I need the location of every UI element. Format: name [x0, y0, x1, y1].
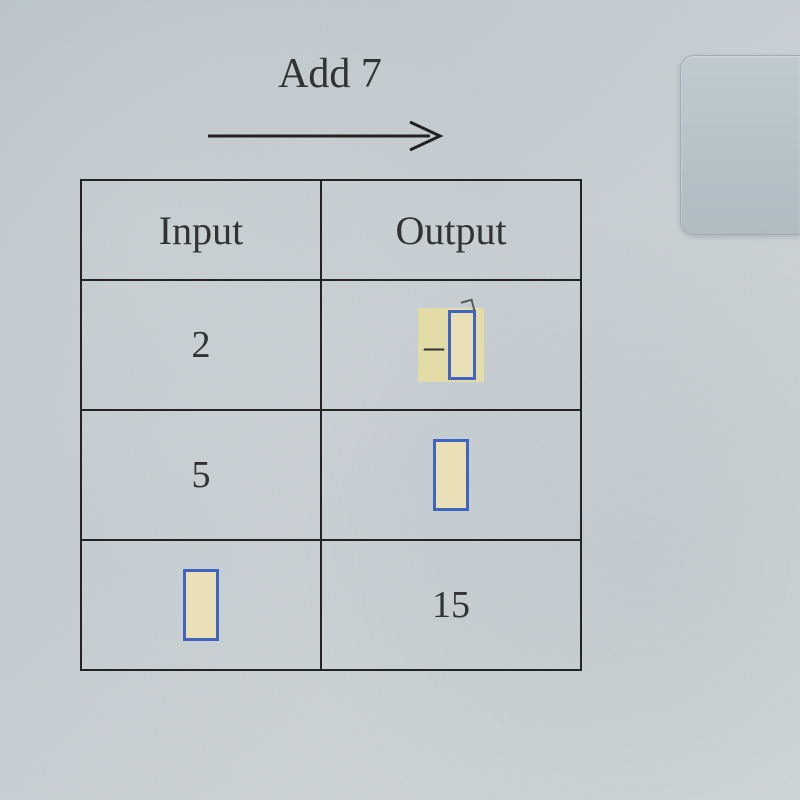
table-header-row: Input Output: [81, 180, 581, 280]
input-cell: 2: [81, 280, 321, 410]
header-output: Output: [321, 180, 581, 280]
blank-box-icon: [448, 310, 476, 380]
input-cell: 5: [81, 410, 321, 540]
arrow-icon: [80, 118, 580, 154]
output-cell: 15: [321, 540, 581, 670]
table-row: 5: [81, 410, 581, 540]
table-row: 15: [81, 540, 581, 670]
answer-blank[interactable]: [183, 569, 219, 641]
output-cell: –: [321, 280, 581, 410]
side-panel-button[interactable]: [680, 55, 800, 235]
worksheet: Add 7 Input Output 2 – 5: [80, 50, 582, 671]
output-cell: [321, 410, 581, 540]
table-row: 2 –: [81, 280, 581, 410]
answer-blank-active[interactable]: –: [418, 308, 484, 382]
worksheet-title: Add 7: [80, 50, 580, 98]
header-input: Input: [81, 180, 321, 280]
input-cell: [81, 540, 321, 670]
io-table: Input Output 2 – 5 15: [80, 179, 582, 671]
answer-blank[interactable]: [433, 439, 469, 511]
prefix-minus: –: [424, 322, 444, 369]
